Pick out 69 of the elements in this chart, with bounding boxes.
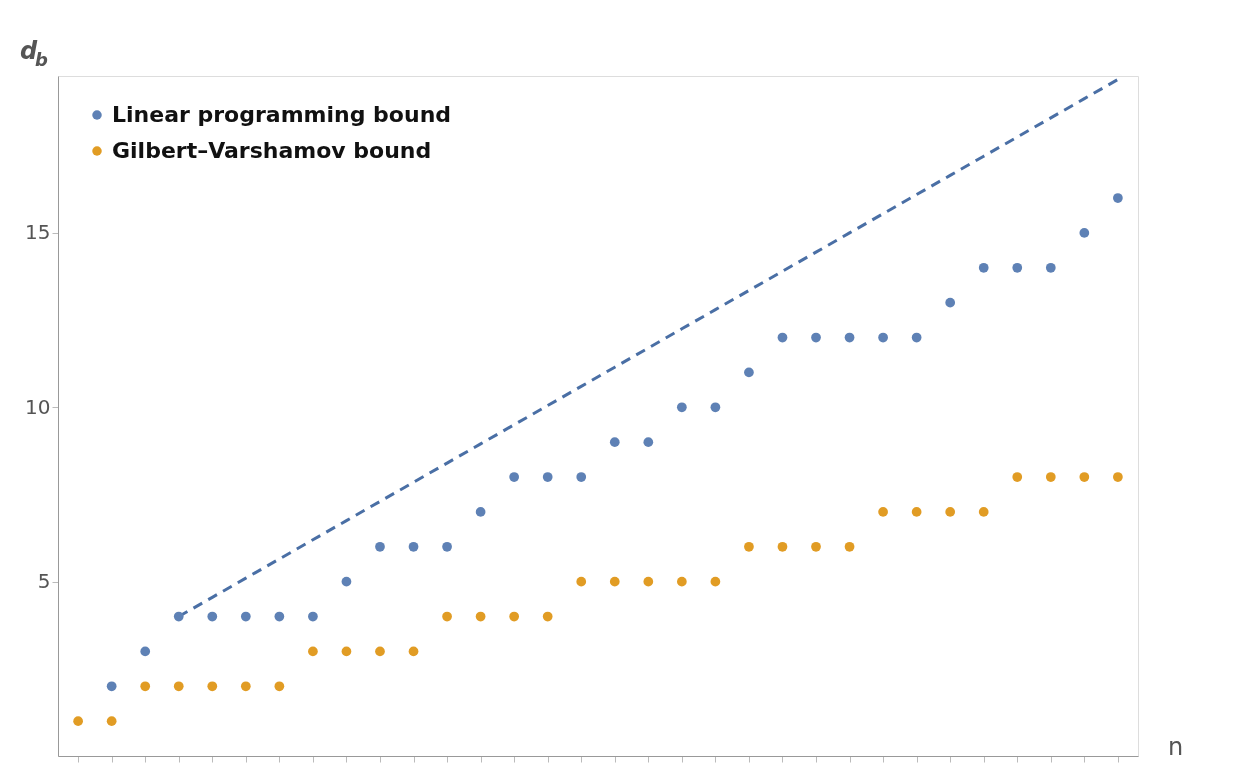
point [978, 507, 989, 517]
point [576, 576, 587, 587]
point [274, 681, 285, 692]
point [609, 437, 620, 448]
point [73, 716, 83, 726]
point [509, 611, 520, 622]
point [878, 332, 888, 343]
point [308, 611, 318, 622]
point [710, 576, 721, 587]
point [509, 472, 520, 482]
point [777, 332, 788, 343]
point [308, 646, 318, 657]
y-tick-label: 5 [37, 569, 51, 594]
point [1045, 262, 1056, 273]
point [676, 402, 687, 413]
point [475, 507, 486, 517]
point [811, 332, 821, 343]
point [408, 541, 419, 552]
point [744, 541, 754, 552]
point [878, 507, 888, 517]
y-tick-label: 15 [25, 220, 51, 245]
point [1012, 472, 1023, 482]
point [341, 646, 352, 657]
point [811, 541, 821, 552]
point [676, 576, 687, 587]
point [341, 576, 352, 587]
point [1079, 228, 1090, 238]
point [408, 646, 419, 657]
point [978, 262, 989, 273]
x-axis-title: n [1168, 733, 1184, 761]
point [945, 297, 956, 308]
y-tick-label: 10 [25, 394, 51, 419]
point [173, 681, 184, 692]
point [643, 576, 654, 587]
point [911, 507, 922, 517]
point [375, 646, 385, 657]
point [1079, 472, 1090, 482]
point [609, 576, 620, 587]
point [710, 402, 721, 413]
point [1012, 262, 1023, 273]
point [442, 611, 452, 622]
point [744, 367, 754, 378]
point [274, 611, 285, 622]
point [140, 681, 151, 692]
point [1113, 472, 1123, 482]
point [542, 472, 553, 482]
point [844, 541, 855, 552]
point [106, 716, 117, 726]
point [207, 681, 218, 692]
point [777, 541, 788, 552]
point [1045, 472, 1056, 482]
point [576, 472, 587, 482]
point [945, 507, 956, 517]
point [844, 332, 855, 343]
point [475, 611, 486, 622]
point [240, 681, 251, 692]
point [375, 541, 385, 552]
legend-label: Gilbert–Varshamov bound [112, 138, 432, 163]
point [1113, 193, 1123, 203]
point [207, 611, 218, 622]
point [173, 611, 184, 622]
point [542, 611, 553, 622]
point [106, 681, 117, 692]
point [240, 611, 251, 622]
point [442, 541, 452, 552]
point [643, 437, 654, 448]
point [140, 646, 151, 657]
legend-label: Linear programming bound [112, 102, 452, 127]
point [911, 332, 922, 343]
